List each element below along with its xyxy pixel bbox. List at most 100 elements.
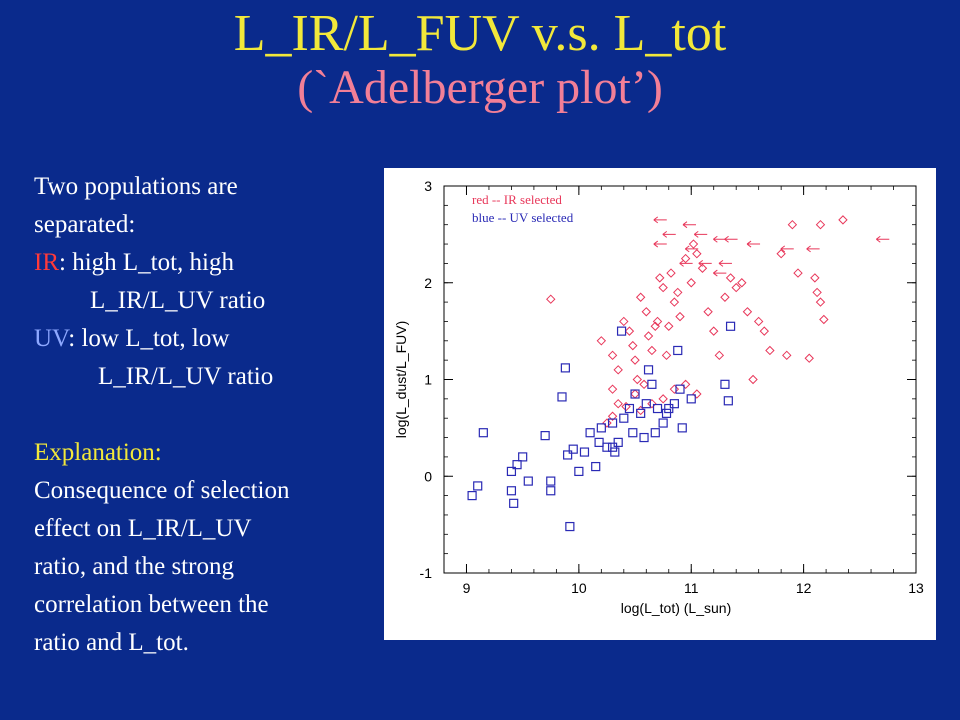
data-point-diamond — [680, 379, 691, 390]
upper-limit-arrow — [724, 235, 738, 243]
ir-line-1: IR: high L_tot, high — [34, 244, 374, 282]
data-point-square — [546, 476, 556, 486]
data-point-diamond — [630, 355, 640, 365]
upper-limit-arrow — [746, 240, 761, 248]
data-point-diamond — [655, 273, 665, 283]
legend-entry: blue -- UV selected — [472, 210, 574, 225]
x-tick-label: 11 — [684, 580, 699, 596]
data-point-diamond — [643, 331, 654, 341]
data-point-square — [523, 476, 533, 486]
data-point-diamond — [737, 278, 747, 288]
explanation-line-5: ratio and L_tot. — [34, 629, 189, 656]
data-point-diamond — [630, 389, 640, 399]
data-point-diamond — [697, 263, 708, 273]
data-point-square — [639, 432, 649, 443]
data-point-square — [664, 403, 674, 414]
data-point-square — [624, 403, 635, 414]
upper-limit-arrow — [653, 216, 667, 224]
data-point-diamond — [607, 411, 618, 421]
data-point-square — [596, 423, 606, 433]
data-point-square — [619, 413, 629, 423]
upper-limit-arrow — [780, 245, 794, 253]
data-point-square — [677, 423, 687, 433]
explanation-line-4: correlation between the — [34, 591, 269, 618]
data-point-square — [512, 460, 522, 470]
data-point-diamond — [639, 379, 649, 390]
data-point-diamond — [619, 316, 629, 327]
data-point-square — [647, 379, 657, 389]
data-point-diamond — [652, 316, 663, 327]
data-point-square — [506, 486, 517, 496]
data-point-square — [613, 437, 623, 447]
data-point-diamond — [624, 326, 635, 336]
title-line-2: (`Adelberger plot’) — [297, 60, 663, 114]
explanation-line-3: ratio, and the strong — [34, 553, 234, 580]
data-point-diamond — [628, 340, 638, 351]
data-point-diamond — [641, 307, 651, 317]
data-point-square — [557, 392, 567, 402]
data-point-diamond — [731, 282, 741, 293]
data-point-square — [641, 399, 651, 409]
data-point-square — [518, 452, 528, 462]
data-point-square — [661, 408, 672, 418]
data-point-diamond — [666, 268, 676, 278]
data-point-diamond — [613, 398, 623, 409]
data-point-diamond — [546, 294, 556, 304]
data-point-diamond — [680, 253, 691, 264]
data-point-diamond — [815, 297, 826, 307]
data-point-diamond — [661, 350, 672, 361]
data-point-diamond — [714, 350, 725, 361]
data-point-diamond — [658, 282, 668, 293]
data-point-diamond — [819, 314, 829, 325]
data-point-diamond — [669, 297, 680, 307]
data-point-square — [585, 428, 595, 438]
data-point-square — [652, 403, 663, 414]
upper-limit-arrow — [684, 245, 699, 253]
y-tick-label: 1 — [424, 372, 432, 388]
data-point-square — [628, 428, 638, 438]
data-point-square — [725, 321, 736, 331]
data-point-diamond — [647, 345, 657, 356]
blank-line — [34, 396, 374, 434]
data-point-square — [546, 486, 556, 496]
x-tick-label: 9 — [463, 580, 471, 596]
data-point-diamond — [658, 394, 668, 404]
data-point-square — [630, 389, 640, 399]
data-point-square — [574, 466, 584, 477]
data-point-square — [607, 418, 618, 428]
scatter-chart-panel: 9 10 11 12 13 -1 0 1 2 3 log(L_tot) (L_sun) log(L_d… — [384, 168, 936, 640]
y-tick-label: 0 — [424, 468, 432, 484]
data-point-diamond — [720, 292, 730, 302]
upper-limit-arrow — [679, 260, 693, 267]
upper-limit-arrow — [713, 235, 727, 243]
data-point-diamond — [688, 239, 699, 249]
text-panel: Two populations are separated: IR: high … — [34, 168, 374, 662]
uv-description: : low L_tot, low — [68, 325, 230, 352]
data-point-diamond — [621, 401, 631, 412]
data-point-diamond — [804, 353, 814, 363]
data-point-diamond — [793, 268, 803, 278]
data-point-square — [650, 428, 660, 438]
data-point-diamond — [782, 350, 792, 361]
data-point-diamond — [742, 307, 753, 317]
upper-limit-arrow — [662, 230, 676, 238]
data-point-square — [591, 461, 601, 472]
data-point-square — [506, 466, 517, 477]
data-point-square — [509, 498, 519, 508]
data-point-square — [579, 447, 590, 457]
data-point-diamond — [607, 384, 618, 394]
data-point-diamond — [748, 374, 758, 385]
x-tick-label: 12 — [796, 580, 812, 596]
ir-description: : high L_tot, high — [59, 249, 234, 276]
data-point-diamond — [812, 287, 822, 298]
data-point-diamond — [673, 287, 683, 298]
plot-frame — [443, 185, 917, 574]
intro-line-2: separated: — [34, 211, 136, 238]
data-point-square — [607, 442, 618, 452]
ir-label: IR — [34, 249, 59, 276]
data-point-diamond — [692, 249, 702, 259]
explanation-line-2: effect on L_IR/L_UV — [34, 515, 252, 542]
data-point-square — [636, 408, 646, 418]
data-point-diamond — [725, 273, 736, 283]
data-point-diamond — [810, 273, 820, 283]
